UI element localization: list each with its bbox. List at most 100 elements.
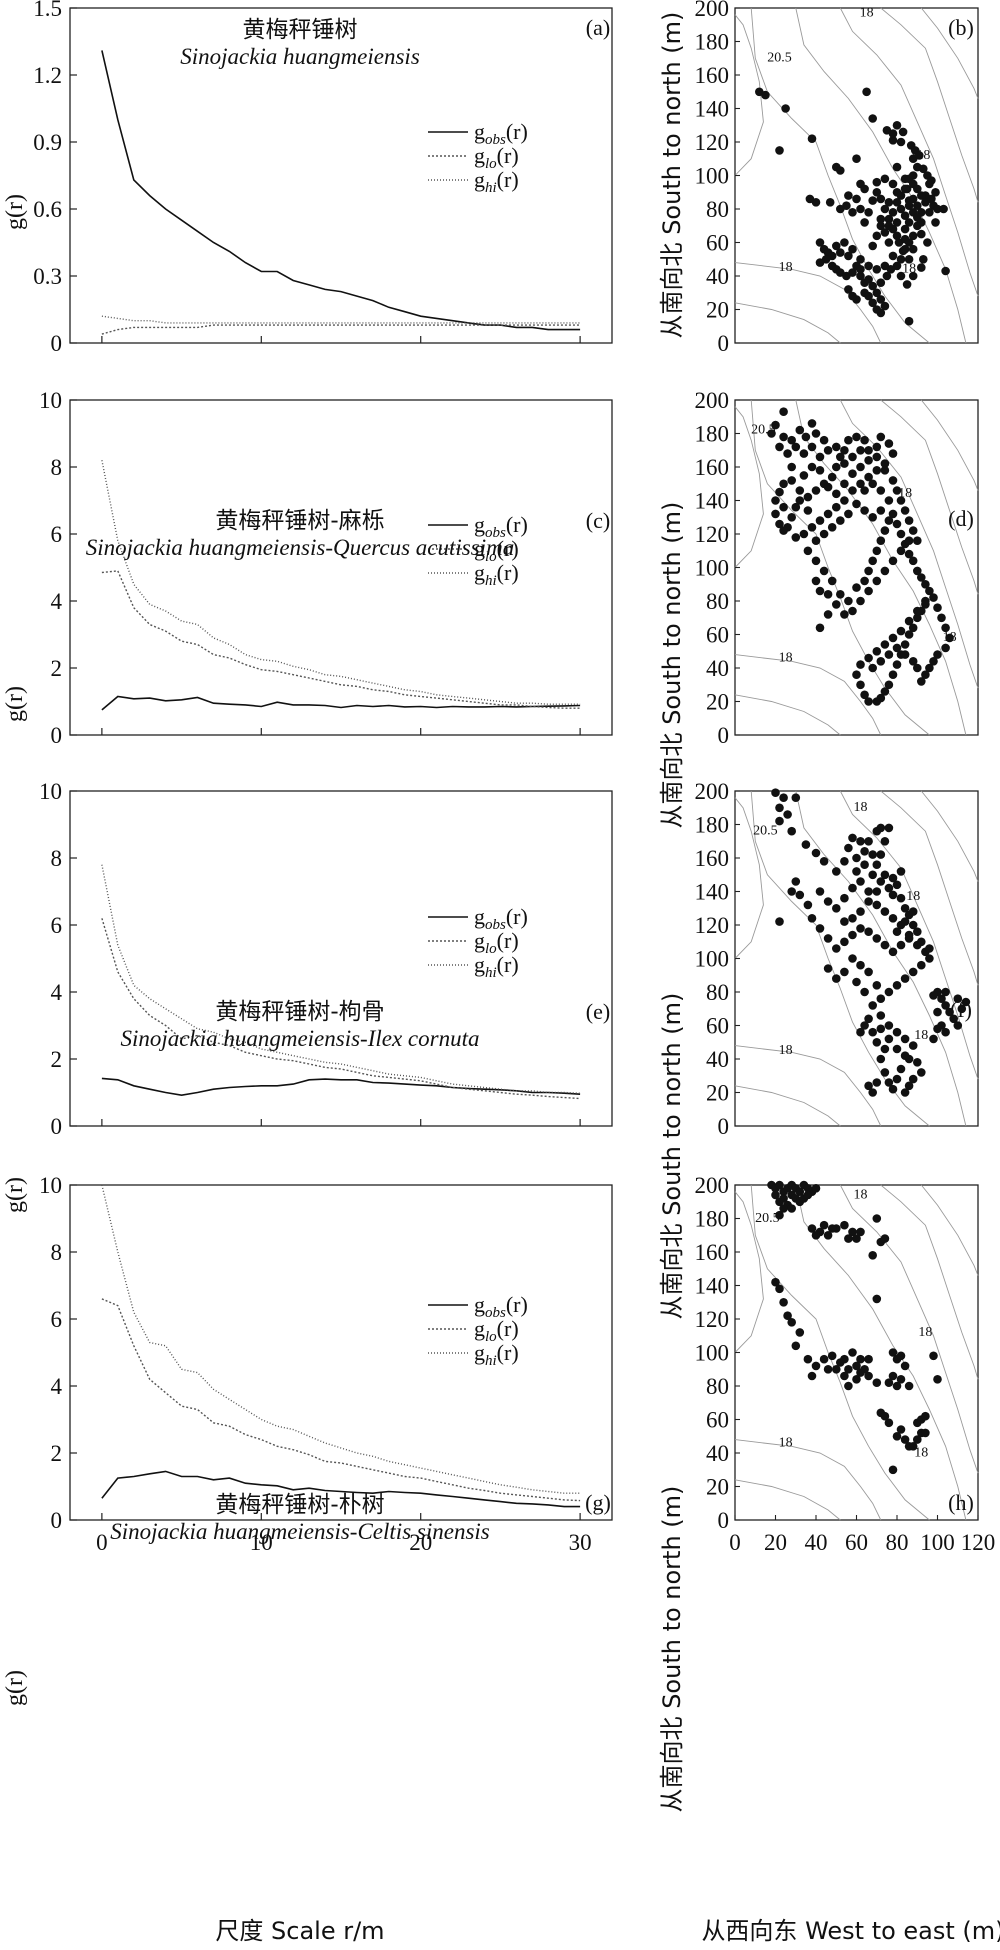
y-tick-label: 40 xyxy=(706,264,729,289)
tree-point xyxy=(892,927,902,936)
panel-d-label: (d) xyxy=(948,506,974,531)
tree-point xyxy=(832,600,841,609)
x-tick-label: 80 xyxy=(886,1530,909,1555)
x-tick-label: 20 xyxy=(764,1530,787,1555)
tree-point xyxy=(904,630,914,639)
tree-point xyxy=(827,1351,837,1361)
panel-c-label: (c) xyxy=(586,508,610,533)
tree-point xyxy=(913,184,922,194)
tree-point xyxy=(775,816,784,826)
tree-point xyxy=(953,1021,963,1030)
tree-point xyxy=(868,241,877,251)
tree-point xyxy=(823,482,833,492)
plot-frame xyxy=(69,399,613,736)
tree-point xyxy=(803,492,813,502)
tree-point xyxy=(913,536,922,545)
contour-label: 18 xyxy=(914,1028,928,1043)
tree-point xyxy=(807,523,817,532)
y-tick-label: 1.2 xyxy=(33,63,62,88)
tree-point xyxy=(779,432,788,442)
y-tick-label: 4 xyxy=(51,589,63,614)
tree-point xyxy=(811,576,821,586)
tree-point xyxy=(884,1418,894,1428)
tree-point xyxy=(771,788,780,797)
tree-point xyxy=(900,917,910,926)
tree-point xyxy=(815,258,825,267)
panel-a-label: (a) xyxy=(586,15,610,40)
tree-point xyxy=(860,184,869,194)
tree-point xyxy=(864,275,873,284)
tree-point xyxy=(844,251,853,261)
contour-label: 18 xyxy=(860,5,874,20)
x-tick-label: 120 xyxy=(961,1530,996,1555)
tree-point xyxy=(888,509,898,519)
tree-point xyxy=(892,660,902,669)
tree-point xyxy=(848,469,857,479)
legend-label-hi: ghi(r) xyxy=(474,560,519,589)
plot-frame xyxy=(69,1184,613,1521)
tree-point xyxy=(913,927,922,936)
tree-point xyxy=(917,573,926,582)
tree-point xyxy=(832,462,841,472)
tree-point xyxy=(819,529,829,539)
y-tick-label: 6 xyxy=(51,913,63,938)
tree-point xyxy=(868,114,877,123)
tree-point xyxy=(961,997,971,1007)
tree-point xyxy=(872,288,882,298)
tree-point xyxy=(811,486,821,495)
y-tick-label: 6 xyxy=(51,1307,63,1332)
tree-point xyxy=(896,893,906,903)
tree-point xyxy=(872,887,882,896)
tree-point xyxy=(795,486,805,495)
tree-point xyxy=(931,188,940,197)
y-tick-label: 140 xyxy=(695,1274,730,1299)
tree-point xyxy=(836,166,845,175)
tree-point xyxy=(872,860,882,869)
tree-point xyxy=(836,590,845,599)
panel-a-title-cn: 黄梅秤锤树 xyxy=(243,17,358,43)
tree-point xyxy=(937,994,946,1003)
series-line-hi xyxy=(101,1184,581,1494)
tree-point xyxy=(876,221,886,231)
legend-label-lo: glo(r) xyxy=(474,928,519,957)
tree-point xyxy=(856,271,865,281)
y-tick-label: 120 xyxy=(695,1307,730,1332)
tree-point xyxy=(900,244,910,254)
tree-point xyxy=(892,519,902,529)
tree-point xyxy=(868,1001,877,1010)
tree-point xyxy=(840,496,849,505)
tree-point xyxy=(856,254,865,264)
tree-point xyxy=(913,1058,922,1067)
contour-label: 18 xyxy=(779,260,793,275)
tree-point xyxy=(900,1435,910,1444)
y-tick-label: 2 xyxy=(51,1441,63,1466)
tree-point xyxy=(856,907,865,916)
tree-point xyxy=(819,1220,829,1230)
tree-point xyxy=(888,914,898,923)
tree-point xyxy=(775,1210,784,1220)
tree-point xyxy=(856,1368,865,1377)
tree-point xyxy=(823,509,833,519)
line-panel-e-axes: 0 2 4 6 8 10 gobs(r)glo(r)ghi(r) xyxy=(39,779,613,1139)
series-line-obs xyxy=(101,1077,581,1097)
tree-point xyxy=(823,1365,833,1374)
tree-point xyxy=(908,244,918,254)
tree-point xyxy=(791,793,801,802)
y-tick-label: 10 xyxy=(39,779,62,804)
tree-point xyxy=(872,576,882,586)
tree-point xyxy=(896,1425,906,1434)
tree-point xyxy=(803,900,813,910)
tree-point xyxy=(913,606,922,616)
tree-point xyxy=(880,228,890,237)
tree-point xyxy=(919,254,928,264)
line-panel-c-axes: 0 2 4 6 8 10 gobs(r)glo(r)ghi(r) xyxy=(39,388,613,748)
tree-point xyxy=(868,556,877,566)
tree-point xyxy=(840,937,849,947)
tree-point xyxy=(925,663,934,673)
tree-point xyxy=(933,650,942,659)
tree-point xyxy=(884,1034,894,1044)
tree-point xyxy=(884,680,894,690)
tree-point xyxy=(900,904,910,913)
y-tick-label: 120 xyxy=(695,130,730,155)
